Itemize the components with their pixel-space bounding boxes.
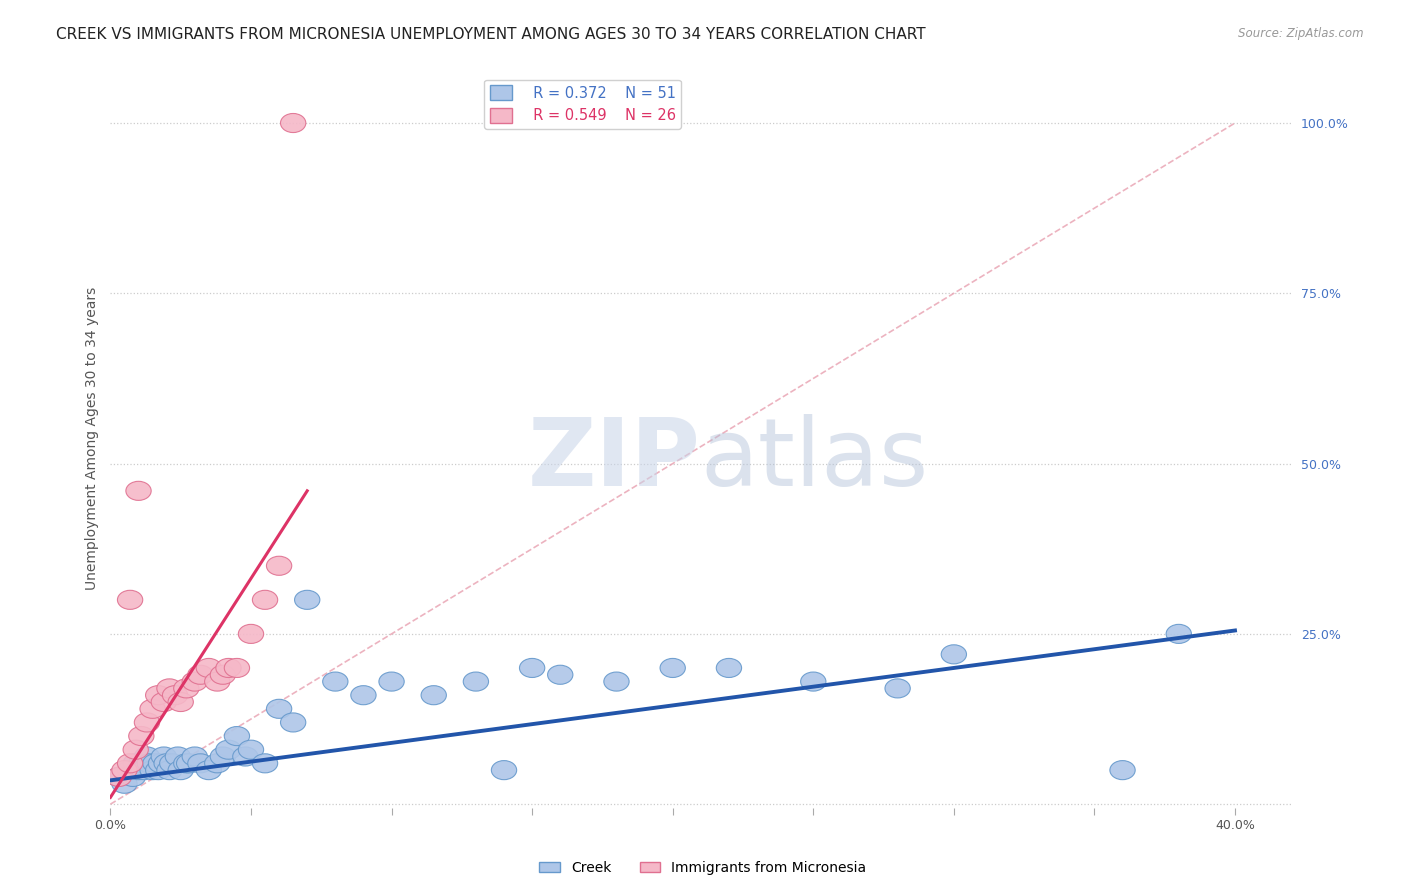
Ellipse shape — [225, 727, 250, 746]
Ellipse shape — [463, 672, 488, 691]
Text: atlas: atlas — [700, 414, 929, 507]
Ellipse shape — [121, 767, 146, 787]
Ellipse shape — [322, 672, 347, 691]
Ellipse shape — [716, 658, 741, 678]
Ellipse shape — [118, 761, 143, 780]
Ellipse shape — [941, 645, 966, 664]
Ellipse shape — [420, 686, 446, 705]
Ellipse shape — [253, 591, 278, 609]
Ellipse shape — [129, 754, 155, 772]
Ellipse shape — [239, 740, 264, 759]
Ellipse shape — [253, 754, 278, 772]
Ellipse shape — [183, 672, 208, 691]
Ellipse shape — [519, 658, 544, 678]
Ellipse shape — [107, 767, 132, 787]
Ellipse shape — [118, 591, 143, 609]
Ellipse shape — [188, 665, 214, 684]
Ellipse shape — [281, 713, 307, 732]
Ellipse shape — [169, 692, 194, 712]
Text: ZIP: ZIP — [527, 414, 700, 507]
Ellipse shape — [281, 113, 307, 133]
Ellipse shape — [267, 557, 292, 575]
Ellipse shape — [157, 679, 183, 698]
Ellipse shape — [157, 761, 183, 780]
Ellipse shape — [135, 747, 160, 766]
Ellipse shape — [659, 658, 685, 678]
Ellipse shape — [149, 754, 174, 772]
Ellipse shape — [146, 686, 172, 705]
Ellipse shape — [211, 665, 236, 684]
Ellipse shape — [132, 761, 157, 780]
Ellipse shape — [378, 672, 404, 691]
Ellipse shape — [124, 740, 149, 759]
Legend:   R = 0.372    N = 51,   R = 0.549    N = 26: R = 0.372 N = 51, R = 0.549 N = 26 — [484, 79, 682, 129]
Ellipse shape — [884, 679, 910, 698]
Ellipse shape — [152, 692, 177, 712]
Ellipse shape — [197, 761, 222, 780]
Ellipse shape — [129, 727, 155, 746]
Ellipse shape — [127, 482, 152, 500]
Ellipse shape — [205, 754, 231, 772]
Ellipse shape — [350, 686, 375, 705]
Ellipse shape — [177, 754, 202, 772]
Ellipse shape — [107, 767, 132, 787]
Ellipse shape — [800, 672, 825, 691]
Ellipse shape — [217, 658, 242, 678]
Ellipse shape — [233, 747, 259, 766]
Ellipse shape — [217, 740, 242, 759]
Ellipse shape — [155, 754, 180, 772]
Ellipse shape — [1109, 761, 1135, 780]
Ellipse shape — [267, 699, 292, 718]
Text: CREEK VS IMMIGRANTS FROM MICRONESIA UNEMPLOYMENT AMONG AGES 30 TO 34 YEARS CORRE: CREEK VS IMMIGRANTS FROM MICRONESIA UNEM… — [56, 27, 927, 42]
Ellipse shape — [166, 747, 191, 766]
Ellipse shape — [547, 665, 572, 684]
Ellipse shape — [118, 754, 143, 772]
Ellipse shape — [152, 747, 177, 766]
Legend: Creek, Immigrants from Micronesia: Creek, Immigrants from Micronesia — [534, 855, 872, 880]
Ellipse shape — [1166, 624, 1191, 643]
Ellipse shape — [205, 672, 231, 691]
Y-axis label: Unemployment Among Ages 30 to 34 years: Unemployment Among Ages 30 to 34 years — [86, 286, 100, 590]
Ellipse shape — [135, 713, 160, 732]
Ellipse shape — [163, 686, 188, 705]
Ellipse shape — [603, 672, 628, 691]
Ellipse shape — [239, 624, 264, 643]
Ellipse shape — [197, 658, 222, 678]
Ellipse shape — [295, 591, 319, 609]
Ellipse shape — [491, 761, 516, 780]
Ellipse shape — [124, 754, 149, 772]
Ellipse shape — [225, 658, 250, 678]
Ellipse shape — [174, 754, 200, 772]
Ellipse shape — [169, 761, 194, 780]
Text: Source: ZipAtlas.com: Source: ZipAtlas.com — [1239, 27, 1364, 40]
Ellipse shape — [146, 761, 172, 780]
Ellipse shape — [112, 774, 138, 793]
Ellipse shape — [188, 754, 214, 772]
Ellipse shape — [211, 747, 236, 766]
Ellipse shape — [138, 754, 163, 772]
Ellipse shape — [112, 761, 138, 780]
Ellipse shape — [183, 747, 208, 766]
Ellipse shape — [127, 761, 152, 780]
Ellipse shape — [174, 679, 200, 698]
Ellipse shape — [160, 754, 186, 772]
Ellipse shape — [143, 754, 169, 772]
Ellipse shape — [141, 699, 166, 718]
Ellipse shape — [141, 761, 166, 780]
